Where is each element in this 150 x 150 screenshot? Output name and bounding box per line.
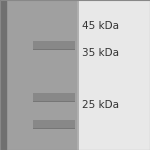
Bar (33, 41, 75, 49)
Bar (78, 0, 150, 150)
Text: 25 kDa: 25 kDa (82, 100, 120, 110)
Text: 35 kDa: 35 kDa (82, 48, 120, 58)
Bar (33, 120, 75, 128)
Text: 45 kDa: 45 kDa (82, 21, 120, 31)
Bar (0, 0, 6, 150)
Bar (33, 41, 75, 50)
Bar (33, 93, 75, 101)
Bar (33, 120, 75, 129)
Bar (33, 93, 75, 102)
